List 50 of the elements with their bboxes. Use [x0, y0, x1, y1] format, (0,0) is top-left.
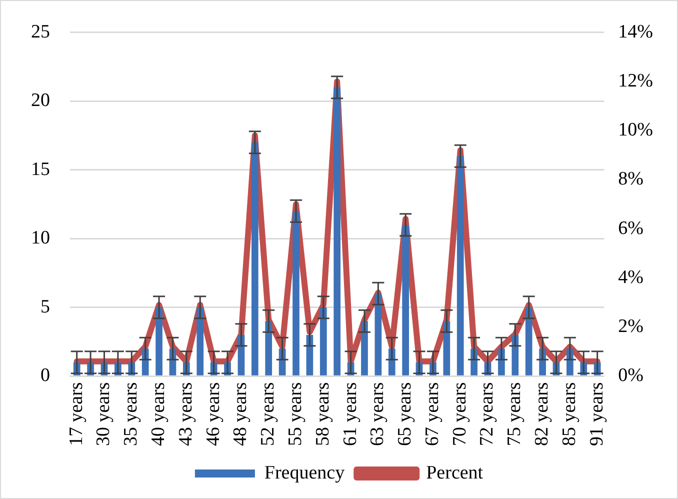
- x-tick-label: 58 years: [312, 382, 334, 446]
- x-tick-label: 65 years: [394, 382, 416, 446]
- bar: [251, 142, 258, 376]
- x-tick-label: 67 years: [422, 382, 443, 446]
- y2-tick-label: 14%: [618, 21, 654, 42]
- y2-tick-label: 4%: [618, 266, 644, 288]
- y2-tick-label: 2%: [618, 316, 644, 338]
- y2-tick-label: 0%: [618, 365, 644, 386]
- x-tick-label: 70 years: [449, 382, 470, 446]
- bar: [156, 307, 162, 376]
- x-tick-label: 17 years: [66, 382, 87, 446]
- x-tick-label: 40 years: [148, 382, 170, 446]
- x-tick-label: 61 years: [340, 382, 361, 446]
- bar: [512, 334, 519, 376]
- x-tick-label: 55 years: [284, 382, 306, 446]
- legend-label: Frequency: [264, 462, 346, 484]
- bar: [320, 307, 327, 376]
- y2-tick-label: 10%: [618, 120, 654, 141]
- y-tick-label: 5: [40, 296, 50, 318]
- y2-tick-label: 12%: [618, 70, 654, 92]
- x-tick-label: 75 years: [504, 382, 526, 446]
- bar: [265, 321, 272, 376]
- y-tick-label: 25: [31, 21, 50, 42]
- bar: [374, 294, 382, 376]
- x-tick-label: 48 years: [230, 382, 252, 446]
- x-tick-label: 72 years: [476, 382, 498, 446]
- bar: [196, 307, 204, 376]
- bar: [443, 321, 450, 376]
- x-tick-label: 35 years: [120, 382, 142, 446]
- bar: [334, 87, 341, 376]
- x-tick-label: 85 years: [558, 382, 580, 446]
- x-tick-label: 52 years: [258, 382, 279, 446]
- y-tick-label: 0: [40, 365, 50, 386]
- bar: [292, 211, 300, 376]
- x-tick-label: 82 years: [532, 382, 553, 446]
- bar: [402, 224, 409, 376]
- y2-tick-label: 6%: [618, 218, 644, 239]
- bar: [525, 307, 532, 376]
- legend-label: Percent: [426, 462, 484, 484]
- y-tick-label: 10: [31, 228, 50, 249]
- x-tick-label: 43 years: [175, 382, 196, 446]
- x-tick-label: 63 years: [367, 382, 388, 446]
- y2-tick-label: 8%: [618, 168, 644, 190]
- x-tick-label: 46 years: [202, 382, 224, 446]
- bar: [361, 321, 368, 376]
- bar: [456, 156, 464, 376]
- y-tick-label: 20: [31, 90, 50, 112]
- x-tick-label: 30 years: [93, 382, 114, 446]
- y-tick-label: 15: [31, 158, 50, 180]
- x-tick-label: 91 years: [586, 382, 608, 446]
